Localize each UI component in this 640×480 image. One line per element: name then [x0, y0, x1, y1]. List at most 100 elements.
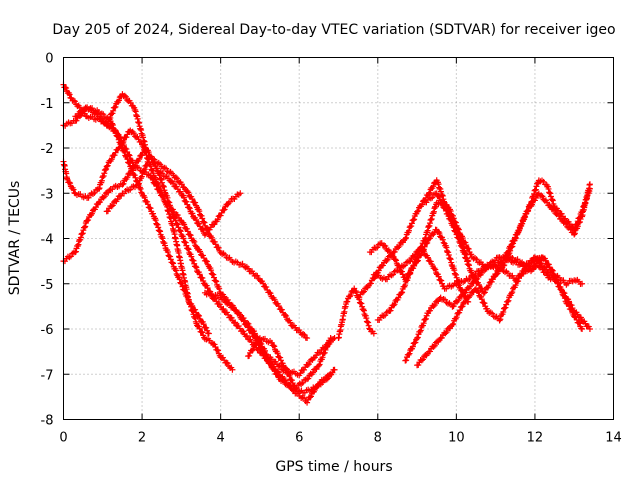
data-point: [370, 330, 377, 337]
data-point: [549, 196, 556, 203]
data-point: [497, 316, 504, 323]
data-point: [411, 216, 418, 223]
data-point: [496, 317, 503, 324]
data-point: [461, 251, 468, 258]
data-point: [72, 248, 79, 255]
data-point: [445, 249, 452, 256]
data-point: [382, 243, 389, 250]
data-point: [418, 357, 425, 364]
data-point: [449, 321, 456, 328]
data-point: [406, 350, 413, 357]
data-point: [319, 354, 326, 361]
x-tick-label: 0: [59, 431, 67, 446]
data-point: [180, 194, 187, 201]
data-point: [250, 346, 257, 353]
data-point: [88, 210, 95, 217]
data-point: [271, 343, 278, 350]
data-point: [575, 319, 582, 326]
data-point: [435, 193, 442, 200]
data-point: [263, 284, 270, 291]
data-point: [453, 274, 460, 281]
data-point: [270, 342, 277, 349]
data-point: [462, 254, 469, 261]
y-tick-label: 0: [45, 52, 53, 67]
data-point: [526, 260, 533, 267]
data-point: [246, 327, 253, 334]
data-point: [525, 207, 532, 214]
data-point: [407, 257, 414, 264]
data-point: [243, 321, 250, 328]
data-point: [287, 319, 294, 326]
data-point: [344, 298, 351, 305]
data-point: [547, 193, 554, 200]
data-point: [255, 346, 262, 353]
data-point: [196, 220, 203, 227]
data-point: [115, 133, 122, 140]
data-point: [196, 312, 203, 319]
data-point: [96, 185, 103, 192]
data-point: [346, 293, 353, 300]
data-point: [120, 138, 127, 145]
data-point: [189, 195, 196, 202]
data-point: [277, 354, 284, 361]
data-point: [551, 207, 558, 214]
data-point: [422, 315, 429, 322]
chart-title: Day 205 of 2024, Sidereal Day-to-day VTE…: [52, 22, 615, 38]
y-tick-label: -2: [41, 142, 54, 157]
data-point: [216, 285, 223, 292]
data-point: [452, 228, 459, 235]
data-point: [267, 359, 274, 366]
series-pass-g: [60, 145, 334, 406]
data-point: [277, 363, 284, 370]
data-point: [132, 162, 139, 169]
data-point: [158, 187, 165, 194]
data-point: [191, 238, 198, 245]
data-point: [414, 335, 421, 342]
data-point: [112, 129, 119, 136]
data-point: [443, 247, 450, 254]
data-point: [228, 314, 235, 321]
data-point: [431, 342, 438, 349]
data-point: [232, 306, 239, 313]
data-point: [383, 257, 390, 264]
data-point: [220, 207, 227, 214]
data-point: [446, 215, 453, 222]
data-point: [561, 219, 568, 226]
data-point: [403, 357, 410, 364]
data-point: [512, 235, 519, 242]
data-point: [102, 166, 109, 173]
data-point: [162, 242, 169, 249]
data-point: [579, 280, 586, 287]
data-point: [189, 308, 196, 315]
data-point: [437, 185, 444, 192]
data-point: [242, 264, 249, 271]
data-point: [456, 238, 463, 245]
data-point: [150, 170, 157, 177]
data-point: [108, 156, 115, 163]
data-point: [195, 312, 202, 319]
data-point: [141, 166, 148, 173]
data-point: [288, 377, 295, 384]
data-point: [445, 251, 452, 258]
series-pass-h: [245, 335, 334, 392]
data-point: [200, 219, 207, 226]
data-point: [436, 184, 443, 191]
data-point: [305, 361, 312, 368]
data-point: [363, 318, 370, 325]
data-point: [153, 220, 160, 227]
data-point: [274, 368, 281, 375]
data-point: [259, 350, 266, 357]
data-point: [481, 300, 488, 307]
data-point: [464, 258, 471, 265]
data-point: [188, 253, 195, 260]
data-point: [106, 187, 113, 194]
data-point: [414, 208, 421, 215]
data-point: [176, 276, 183, 283]
data-point: [419, 356, 426, 363]
data-point: [88, 212, 94, 219]
data-point: [515, 278, 522, 285]
data-point: [166, 202, 173, 209]
data-point: [430, 343, 437, 350]
data-point: [367, 280, 374, 287]
